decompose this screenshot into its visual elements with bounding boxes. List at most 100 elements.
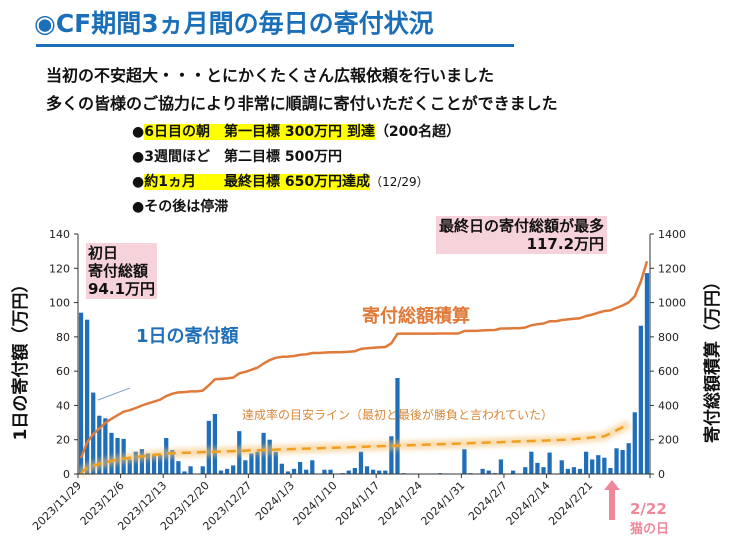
- daily-bar: [462, 449, 467, 474]
- daily-bar: [304, 469, 309, 474]
- y-tick-label-right: 400: [658, 399, 679, 412]
- daily-bar: [158, 455, 163, 474]
- axes: 0204060801001201400200400600800100012001…: [49, 228, 686, 481]
- daily-bar: [103, 418, 108, 474]
- x-tick-label: 2024/1/3: [253, 479, 297, 523]
- daily-bar: [78, 312, 84, 474]
- target-line: [80, 423, 630, 475]
- bullet-item: ●6日目の朝 第一目標 300万円 到達（200名超）: [132, 121, 460, 141]
- daily-bar: [109, 432, 114, 474]
- daily-bar: [310, 460, 315, 474]
- daily-bar: [297, 462, 303, 474]
- daily-bar: [644, 273, 650, 474]
- target-line-group: [77, 420, 631, 477]
- daily-bar: [583, 451, 589, 474]
- daily-bar: [571, 467, 577, 474]
- daily-bar: [377, 470, 382, 474]
- x-tick-label: 2023/11/29: [30, 479, 84, 533]
- y-tick-label-right: 0: [658, 468, 665, 481]
- daily-bar: [480, 468, 485, 474]
- cumulative-line-group: [79, 260, 649, 459]
- bullet-highlight: 約1ヵ月 最終目標 650万円達成: [144, 174, 371, 190]
- x-tick-label: 2024/1/17: [333, 479, 382, 528]
- daily-bar: [541, 467, 546, 474]
- y-tick-label-left: 120: [49, 262, 70, 275]
- x-tick-labels: 2023/11/292023/12/62023/12/132023/12/202…: [30, 474, 651, 533]
- daily-bar: [151, 455, 157, 474]
- cumulative-line: [79, 260, 649, 459]
- daily-bar: [352, 468, 357, 474]
- x-tick-label: 2024/1/10: [291, 479, 340, 528]
- bullet-item: ●約1ヵ月 最終目標 650万円達成（12/29）: [132, 171, 429, 191]
- daily-bar: [85, 319, 90, 474]
- daily-bar: [529, 451, 534, 474]
- daily-bar: [328, 469, 333, 474]
- x-tick-label: 2024/1/24: [376, 479, 425, 528]
- daily-bar: [565, 468, 570, 474]
- daily-bar: [127, 459, 132, 474]
- daily-bar: [212, 414, 218, 474]
- bullet-mark: ●: [132, 199, 145, 215]
- daily-bar: [358, 451, 364, 474]
- daily-bar: [626, 443, 631, 474]
- daily-bar: [389, 436, 394, 474]
- first-day-line: 初日: [88, 244, 119, 262]
- daily-bar: [200, 466, 205, 474]
- daily-bar: [596, 455, 601, 474]
- y-axis-label-right: 寄付総額積算（万円）: [702, 273, 723, 443]
- daily-bar: [638, 325, 643, 474]
- daily-bar: [249, 453, 254, 474]
- daily-bar: [133, 451, 138, 474]
- bullet-date-note: （12/29）: [370, 175, 429, 189]
- bullet-mark: ●: [132, 174, 145, 190]
- daily-bar: [176, 461, 181, 474]
- daily-bar: [279, 463, 284, 474]
- y-tick-label-left: 40: [56, 399, 70, 412]
- daily-bar: [395, 378, 400, 474]
- x-tick-label: 2024/1/31: [418, 479, 467, 528]
- y-tick-label-right: 1000: [658, 297, 686, 310]
- target-line-label: 達成率の目安ライン（最初と最後が勝負と言われていた）: [242, 407, 553, 422]
- daily-bar: [620, 450, 625, 474]
- y-tick-label-right: 800: [658, 331, 679, 344]
- cumulative-series-label: 寄付総額積算: [362, 305, 470, 327]
- y-tick-label-right: 200: [658, 434, 679, 447]
- daily-bar: [322, 469, 327, 474]
- daily-bar: [243, 460, 248, 474]
- daily-bar: [346, 470, 351, 474]
- title-underline: [36, 44, 514, 47]
- bullet-highlight: 6日目の朝 第一目標 300万円 到達: [144, 124, 375, 140]
- y-tick-label-left: 100: [49, 297, 70, 310]
- daily-bar: [577, 468, 583, 474]
- bullet-rest: 3週間ほど 第二目標 500万円: [144, 149, 343, 165]
- daily-bar: [632, 412, 637, 474]
- daily-bar: [371, 469, 376, 474]
- daily-bar: [614, 448, 619, 474]
- y-tick-label-left: 80: [56, 331, 70, 344]
- x-tick-label: 2024/2/7: [466, 479, 510, 523]
- daily-series-label: 1日の寄付額: [136, 325, 239, 347]
- daily-bar: [285, 471, 291, 474]
- bullet-mark: ●: [132, 124, 145, 140]
- x-tick-label: 2024/2/21: [546, 479, 595, 528]
- bullet-item: ●その後は停滞: [132, 196, 228, 216]
- y-tick-label-left: 20: [56, 434, 70, 447]
- daily-bar: [608, 468, 613, 474]
- daily-label-leader: [97, 387, 131, 401]
- page-title: ◉CF期間3ヵ月間の毎日の寄付状況: [34, 9, 434, 38]
- cat-day-arrow: [604, 480, 620, 520]
- daily-bar: [383, 470, 388, 474]
- daily-bar: [145, 453, 151, 474]
- cat-day-date: 2/22: [630, 500, 667, 518]
- last-day-line: 最終日の寄付総額が最多: [439, 217, 605, 235]
- bullet-rest: （200名超）: [374, 124, 461, 140]
- daily-bar: [218, 470, 224, 474]
- daily-bar: [291, 468, 297, 474]
- y-tick-label-left: 0: [63, 468, 70, 481]
- y-tick-label-right: 600: [658, 365, 679, 378]
- intro-line-2: 多くの皆様のご協力により非常に順調に寄付いただくことができました: [46, 94, 558, 113]
- target-line-glow: [77, 420, 631, 477]
- daily-bar: [498, 459, 504, 474]
- daily-bar: [535, 462, 540, 474]
